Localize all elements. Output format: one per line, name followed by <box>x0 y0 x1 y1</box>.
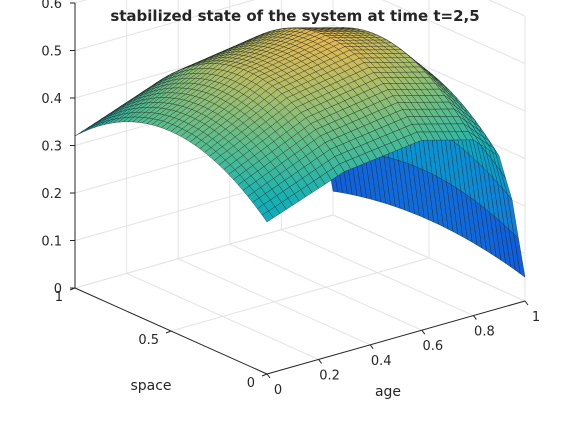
z-tick-label-6: 0.6 <box>41 0 62 12</box>
z-tick-label-2: 0.2 <box>41 187 62 202</box>
y-axis-label: space <box>130 378 171 394</box>
y-tick-label-1: 0.5 <box>138 333 159 348</box>
y-tick-label-0: 0 <box>247 376 255 391</box>
x-tick-mark-0 <box>267 374 270 378</box>
z-tick-label-4: 0.4 <box>41 92 62 107</box>
z-tick-label-0: 0 <box>54 282 62 297</box>
grid-line-floor-space-1 <box>171 258 429 331</box>
chart-title: stabilized state of the system at time t… <box>110 7 479 25</box>
x-tick-mark-2 <box>370 345 373 349</box>
z-tick-label-3: 0.3 <box>41 140 62 155</box>
x-tick-mark-4 <box>473 316 476 320</box>
x-tick-label-4: 0.8 <box>474 325 495 340</box>
z-tick-label-1: 0.1 <box>41 235 62 250</box>
x-tick-mark-5 <box>525 301 528 305</box>
x-tick-label-3: 0.6 <box>422 339 443 354</box>
x-tick-label-2: 0.4 <box>371 354 392 369</box>
surface-mesh <box>75 28 525 278</box>
x-tick-label-5: 1 <box>532 310 540 325</box>
z-tick-label-5: 0.5 <box>41 45 62 60</box>
x-tick-label-0: 0 <box>274 383 282 398</box>
x-axis-label: age <box>375 384 401 400</box>
grid-line-floor-space-2 <box>75 215 333 288</box>
x-tick-mark-3 <box>422 330 425 334</box>
x-tick-label-1: 0.2 <box>319 368 340 383</box>
x-tick-mark-1 <box>319 359 322 363</box>
grid-line-back-z-6 <box>75 0 333 3</box>
y-tick-mark-0 <box>262 374 267 376</box>
y-tick-mark-1 <box>166 331 171 333</box>
